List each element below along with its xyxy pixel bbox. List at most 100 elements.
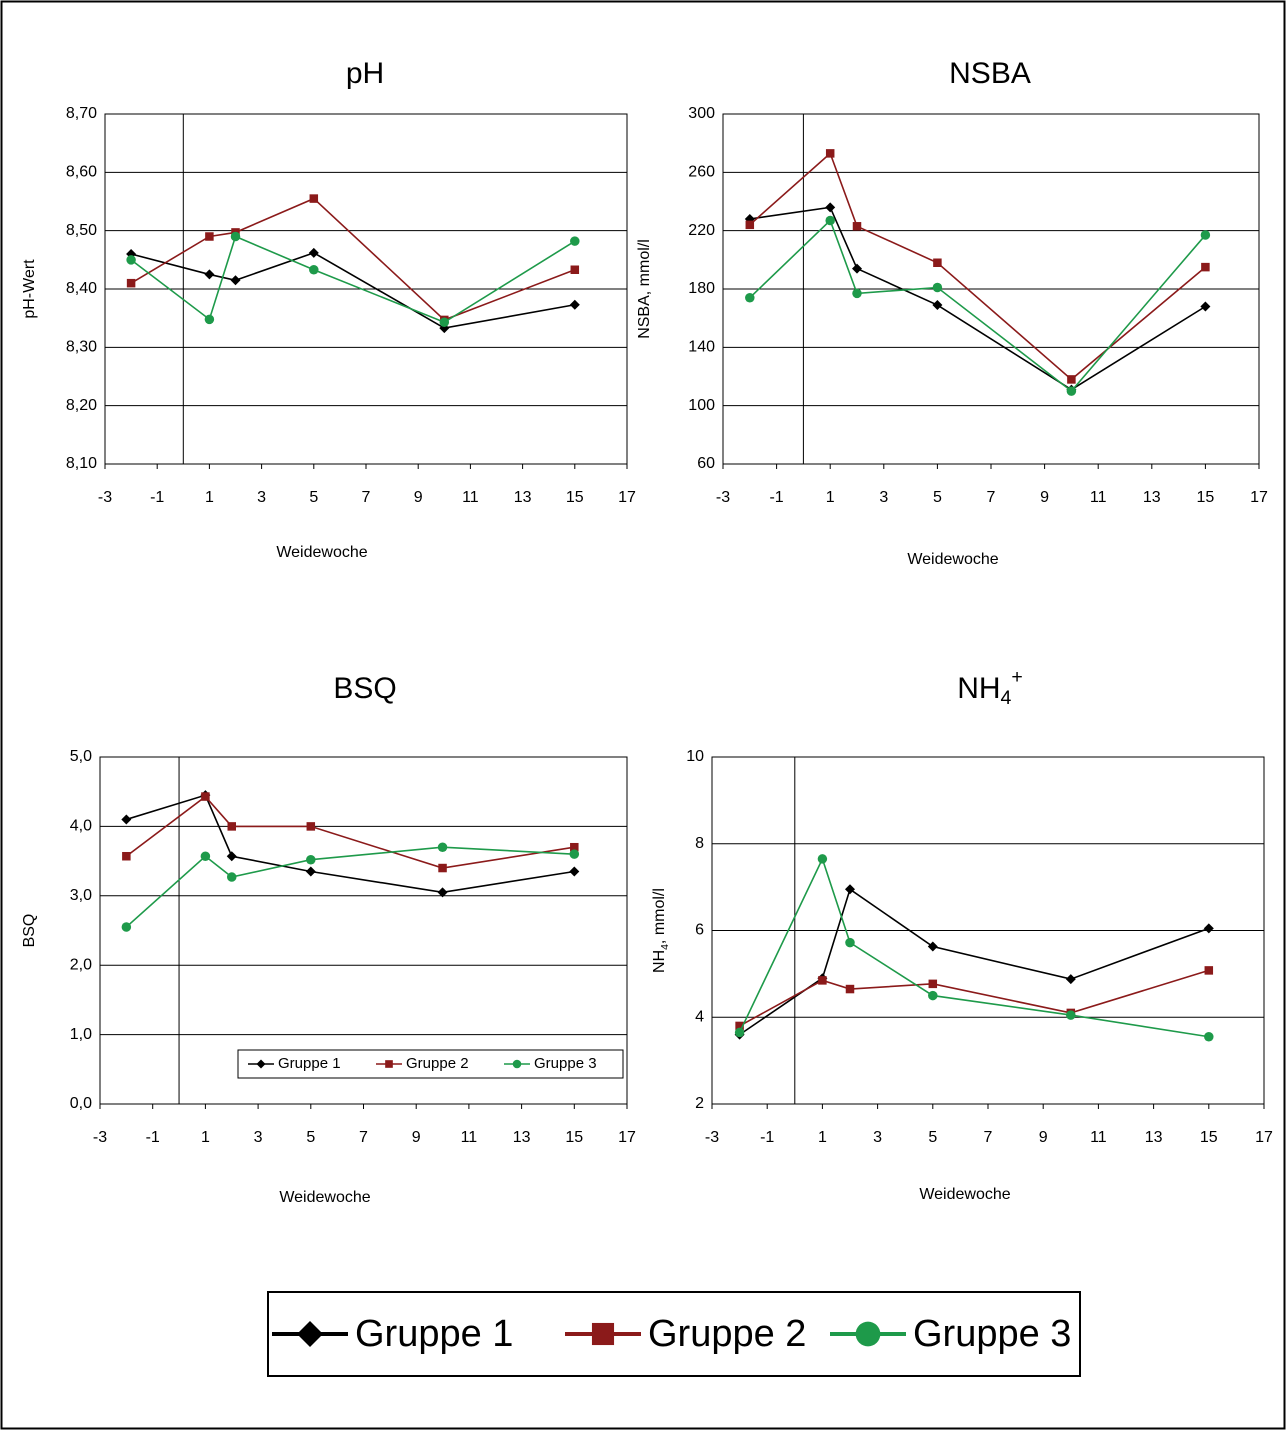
x-tick-label: 3 — [254, 1129, 263, 1146]
marker-circle — [734, 1027, 745, 1038]
marker-circle — [306, 854, 316, 865]
chart-title: NSBA — [949, 57, 1031, 90]
marker-square — [385, 1060, 393, 1068]
chart-title-part: BSQ — [333, 672, 396, 705]
x-tick-label: 7 — [362, 489, 371, 506]
y-axis-label-part: , mmol/l — [651, 888, 668, 944]
x-tick-label: -1 — [150, 489, 164, 506]
chart-title-part: NSBA — [949, 57, 1031, 90]
marker-circle — [932, 282, 943, 293]
series-line — [749, 219, 1207, 393]
x-tick-label: -1 — [146, 1129, 160, 1146]
marker-square — [122, 851, 131, 861]
x-tick-label: 11 — [1090, 1129, 1107, 1146]
y-tick-label: 2 — [695, 1095, 704, 1112]
marker-square — [1201, 262, 1210, 272]
marker-square — [309, 194, 319, 203]
legend-label: Gruppe 2 — [406, 1055, 469, 1072]
chart-title: NH4+ — [957, 666, 1023, 709]
figure-legend-label: Gruppe 2 — [648, 1313, 806, 1355]
x-tick-label: 7 — [359, 1129, 368, 1146]
x-tick-label: 7 — [984, 1129, 993, 1146]
marker-circle — [745, 293, 755, 303]
x-axis-label: Weidewoche — [919, 1186, 1010, 1203]
marker-diamond — [927, 941, 938, 952]
marker-square — [933, 258, 942, 267]
marker-diamond — [226, 851, 237, 862]
marker-circle — [200, 851, 211, 861]
plot-frame — [99, 756, 628, 1105]
marker-circle — [1204, 1032, 1214, 1042]
marker-square — [306, 822, 316, 831]
marker-diamond — [845, 884, 855, 895]
y-tick-label: 2,0 — [70, 956, 92, 973]
marker-square — [1067, 375, 1076, 384]
chart-title-part: NH — [957, 672, 1000, 705]
x-tick-label: 3 — [879, 489, 888, 506]
y-tick-label: 5,0 — [70, 748, 92, 765]
x-tick-label: 9 — [1039, 1129, 1048, 1146]
marker-square — [227, 822, 236, 831]
figure-legend-box — [267, 1291, 1081, 1377]
x-tick-label: 7 — [987, 489, 996, 506]
y-tick-label: 180 — [688, 280, 715, 297]
y-tick-label: 10 — [686, 748, 704, 765]
plot-frame — [104, 113, 628, 465]
marker-diamond — [1065, 974, 1076, 985]
x-tick-label: -3 — [98, 489, 112, 506]
y-tick-label: 8,10 — [66, 455, 97, 472]
y-tick-label: 300 — [688, 105, 715, 122]
marker-circle — [1200, 230, 1211, 240]
marker-diamond — [932, 300, 943, 311]
chart-title-part: 4 — [1001, 687, 1012, 709]
x-axis-label: Weidewoche — [279, 1189, 370, 1206]
series-line — [749, 206, 1206, 391]
legend-box — [237, 1049, 624, 1079]
marker-diamond — [297, 1321, 323, 1347]
y-tick-label: 4,0 — [70, 818, 92, 835]
plot-frame — [711, 756, 1265, 1105]
x-tick-label: 11 — [461, 1129, 478, 1146]
marker-circle — [126, 255, 136, 265]
marker-circle — [928, 990, 938, 1001]
marker-diamond — [121, 814, 132, 825]
marker-circle — [855, 1321, 881, 1347]
y-tick-label: 60 — [697, 455, 715, 472]
x-tick-label: 17 — [1255, 1129, 1273, 1146]
series-line — [125, 795, 575, 869]
x-tick-label: 13 — [514, 489, 532, 506]
y-tick-label: 8,70 — [66, 105, 97, 122]
y-tick-label: 8,40 — [66, 280, 97, 297]
marker-square — [126, 278, 136, 288]
x-tick-label: 11 — [462, 489, 479, 506]
x-tick-label: 15 — [1197, 489, 1215, 506]
y-tick-label: 8,30 — [66, 339, 97, 356]
marker-circle — [437, 842, 448, 852]
marker-square — [825, 149, 835, 158]
x-tick-label: 13 — [1143, 489, 1161, 506]
marker-square — [591, 1322, 615, 1346]
x-axis-label: Weidewoche — [907, 551, 998, 568]
marker-diamond — [852, 263, 862, 274]
y-tick-label: 8,50 — [66, 222, 97, 239]
marker-circle — [439, 317, 450, 327]
y-tick-label: 8,20 — [66, 397, 97, 414]
y-tick-label: 0,0 — [70, 1095, 92, 1112]
marker-square — [818, 976, 827, 985]
marker-diamond — [256, 1059, 266, 1069]
marker-circle — [204, 314, 215, 325]
x-tick-label: 15 — [566, 489, 584, 506]
marker-square — [1204, 966, 1214, 975]
y-axis-label: BSQ — [21, 914, 38, 948]
marker-diamond — [308, 247, 319, 258]
y-tick-label: 100 — [688, 397, 715, 414]
y-tick-label: 140 — [688, 339, 715, 356]
chart-title: BSQ — [333, 672, 396, 705]
marker-square — [745, 220, 755, 230]
marker-square — [570, 842, 579, 852]
x-tick-label: 1 — [205, 489, 214, 506]
chart-title-part: + — [1011, 666, 1022, 688]
